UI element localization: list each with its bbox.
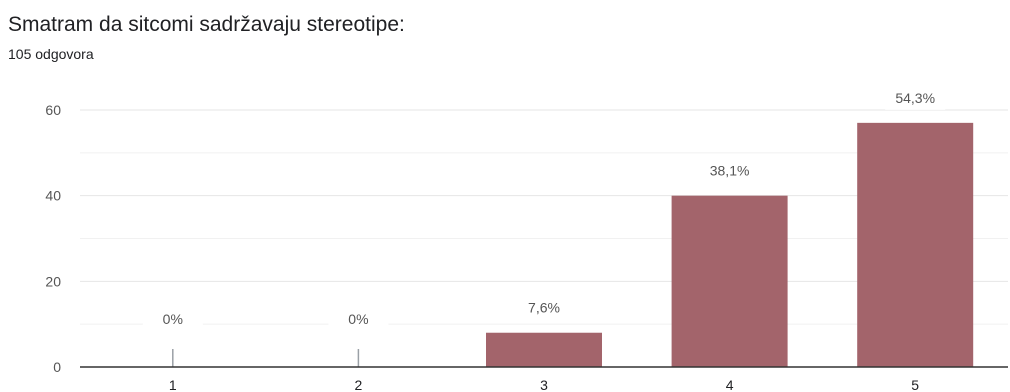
data-label-background xyxy=(142,309,203,331)
data-label: 54,3% xyxy=(895,90,935,106)
data-label-background xyxy=(699,160,760,183)
data-label: 7,6% xyxy=(528,300,560,316)
x-tick-label: 3 xyxy=(540,377,548,392)
y-tick-label: 0 xyxy=(53,359,61,375)
x-tick-label: 1 xyxy=(169,377,177,392)
data-label-background xyxy=(885,87,946,110)
data-label: 38,1% xyxy=(710,163,750,179)
data-label: 0% xyxy=(163,311,183,327)
response-count: 105 odgovora xyxy=(8,46,94,62)
x-tick-label: 5 xyxy=(911,377,919,392)
data-label: 0% xyxy=(348,311,368,327)
y-tick-label: 60 xyxy=(45,102,61,118)
data-label-background xyxy=(514,297,574,320)
bar xyxy=(486,332,602,367)
x-tick-label: 4 xyxy=(726,377,734,392)
y-tick-label: 40 xyxy=(45,188,61,204)
bar xyxy=(857,122,974,367)
bar xyxy=(671,195,788,367)
data-label-background xyxy=(328,309,389,331)
x-tick-label: 2 xyxy=(355,377,363,392)
question-title: Smatram da sitcomi sadržavaju stereotipe… xyxy=(8,13,405,36)
y-tick-label: 20 xyxy=(45,273,61,289)
